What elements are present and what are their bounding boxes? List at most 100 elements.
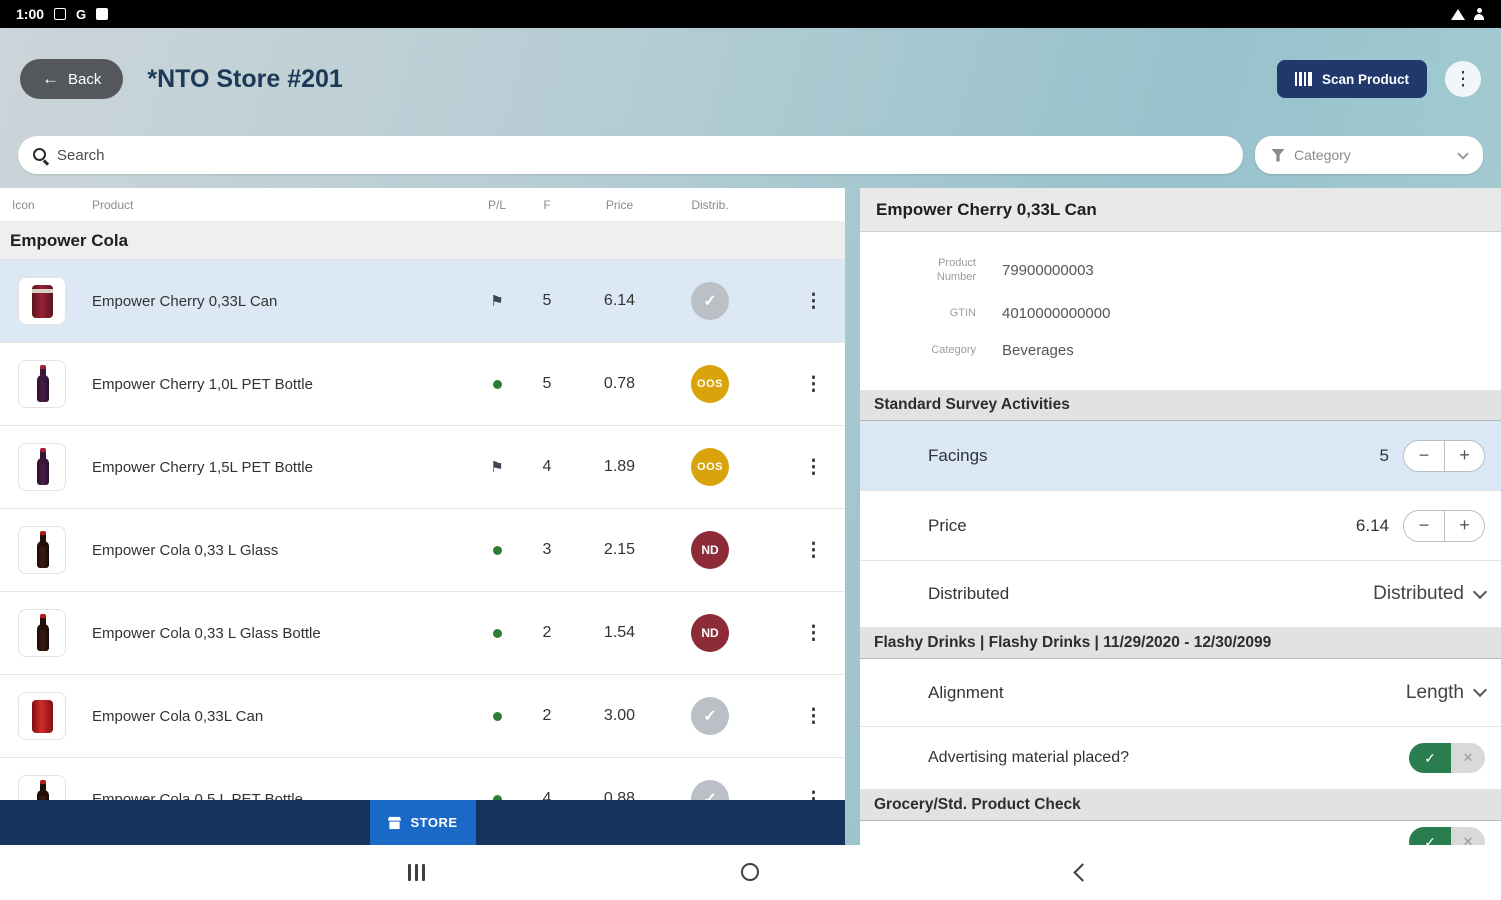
table-row[interactable]: Empower Cherry 1,5L PET Bottle 4 1.89 OO… bbox=[0, 426, 845, 509]
scan-product-button[interactable]: Scan Product bbox=[1276, 60, 1427, 98]
facings-count: 4 bbox=[542, 790, 552, 800]
toggle-yes-icon[interactable]: ✓ bbox=[1409, 743, 1451, 773]
row-menu-button[interactable]: ⋮ bbox=[804, 788, 823, 801]
distribution-badge: OOS bbox=[691, 448, 729, 486]
app-notification-icon bbox=[96, 8, 109, 20]
list-column-headers: Icon Product P/L F Price Distrib. bbox=[0, 188, 845, 222]
row-menu-button[interactable]: ⋮ bbox=[804, 290, 823, 312]
column-header-pl: P/L bbox=[487, 197, 506, 212]
field-label: Product Number bbox=[936, 257, 976, 284]
table-row[interactable]: Empower Cherry 1,0L PET Bottle 5 0.78 OO… bbox=[0, 343, 845, 426]
android-back-button[interactable] bbox=[1073, 863, 1092, 882]
price-value: 6.14 bbox=[603, 292, 636, 309]
section-standard-survey: Standard Survey Activities bbox=[860, 390, 1501, 421]
recent-apps-button[interactable] bbox=[408, 864, 425, 881]
category-filter-label: Category bbox=[1294, 147, 1351, 163]
table-row[interactable]: Empower Cherry 0,33L Can 5 6.14 ✓ ⋮ bbox=[0, 260, 845, 343]
product-detail-panel: Empower Cherry 0,33L Can Product Number … bbox=[860, 188, 1501, 845]
price-value: 0.88 bbox=[603, 790, 636, 800]
detail-fields: Product Number 79900000003 GTIN 40100000… bbox=[860, 232, 1501, 390]
facings-count: 5 bbox=[542, 375, 552, 392]
price-decrement-button[interactable]: − bbox=[1404, 510, 1444, 541]
facings-row[interactable]: Facings 5 − + bbox=[860, 421, 1501, 491]
store-icon bbox=[388, 816, 402, 829]
table-row[interactable]: Empower Cola 0,5 L PET Bottle 4 0.88 ✓ ⋮ bbox=[0, 758, 845, 800]
column-header-distrib: Distrib. bbox=[691, 197, 729, 212]
grocery-toggle[interactable]: ✓ ✕ bbox=[1409, 827, 1485, 845]
row-menu-button[interactable]: ⋮ bbox=[804, 622, 823, 644]
facings-decrement-button[interactable]: − bbox=[1404, 440, 1444, 471]
facings-label: Facings bbox=[928, 445, 988, 465]
column-header-product: Product bbox=[92, 197, 134, 212]
price-value: 3.00 bbox=[603, 707, 636, 724]
product-name: Empower Cola 0,33 L Glass bbox=[92, 541, 279, 559]
clock: 1:00 bbox=[16, 6, 45, 22]
facings-value: 5 bbox=[1379, 445, 1389, 465]
product-list-panel: Icon Product P/L F Price Distrib. Empowe… bbox=[0, 188, 845, 800]
search-box[interactable] bbox=[18, 136, 1243, 174]
table-row[interactable]: Empower Cola 0,33 L Glass 3 2.15 ND ⋮ bbox=[0, 509, 845, 592]
distribution-badge: ✓ bbox=[691, 780, 729, 800]
distributed-selected-value: Distributed bbox=[1373, 583, 1464, 604]
header-overflow-menu-button[interactable]: ⋮ bbox=[1445, 61, 1481, 97]
pl-indicator-icon bbox=[492, 711, 502, 721]
row-menu-button[interactable]: ⋮ bbox=[804, 456, 823, 478]
price-row[interactable]: Price 6.14 − + bbox=[860, 491, 1501, 561]
bottom-tab-bar: STORE bbox=[0, 800, 845, 845]
pl-indicator-icon bbox=[490, 292, 503, 311]
product-name: Empower Cola 0,5 L PET Bottle bbox=[92, 790, 303, 801]
android-nav-bar bbox=[0, 845, 1501, 900]
user-profile-icon bbox=[1473, 7, 1485, 21]
chevron-down-icon bbox=[1472, 584, 1488, 599]
pl-indicator-icon bbox=[492, 379, 502, 389]
distributed-dropdown[interactable]: Distributed bbox=[1373, 583, 1488, 605]
table-row[interactable]: Empower Cola 0,33L Can 2 3.00 ✓ ⋮ bbox=[0, 675, 845, 758]
scan-product-label: Scan Product bbox=[1321, 71, 1409, 87]
row-menu-button[interactable]: ⋮ bbox=[804, 705, 823, 727]
distribution-badge: ✓ bbox=[691, 697, 729, 735]
row-menu-button[interactable]: ⋮ bbox=[804, 373, 823, 395]
field-value: 4010000000000 bbox=[1002, 304, 1111, 322]
detail-title: Empower Cherry 0,33L Can bbox=[860, 188, 1501, 232]
search-icon bbox=[32, 147, 49, 164]
back-button[interactable]: ← Back bbox=[20, 59, 124, 99]
pl-indicator-icon bbox=[492, 545, 502, 555]
chevron-down-icon bbox=[1472, 682, 1488, 698]
facings-increment-button[interactable]: + bbox=[1444, 440, 1484, 471]
facings-stepper: − + bbox=[1403, 439, 1485, 472]
price-value: 1.89 bbox=[603, 458, 636, 475]
toggle-yes-icon[interactable]: ✓ bbox=[1409, 827, 1451, 845]
price-value: 1.54 bbox=[603, 624, 636, 641]
field-value: Beverages bbox=[1002, 341, 1074, 359]
distributed-label: Distributed bbox=[928, 584, 1010, 603]
section-grocery-check: Grocery/Std. Product Check bbox=[860, 790, 1501, 821]
field-category: Category Beverages bbox=[860, 332, 1501, 369]
toggle-no-icon[interactable]: ✕ bbox=[1451, 827, 1485, 845]
price-label: Price bbox=[928, 515, 967, 535]
price-value: 2.15 bbox=[603, 541, 636, 558]
distribution-badge: ND bbox=[691, 614, 729, 652]
section-promo: Flashy Drinks | Flashy Drinks | 11/29/20… bbox=[860, 628, 1501, 659]
product-image bbox=[18, 609, 66, 657]
field-label: Category bbox=[931, 343, 976, 356]
page-title: *NTO Store #201 bbox=[147, 64, 343, 93]
search-input[interactable] bbox=[57, 146, 1229, 164]
field-gtin: GTIN 4010000000000 bbox=[860, 295, 1501, 332]
row-menu-button[interactable]: ⋮ bbox=[804, 539, 823, 561]
store-tab-button[interactable]: STORE bbox=[369, 800, 476, 845]
facings-count: 5 bbox=[542, 292, 552, 309]
price-value: 0.78 bbox=[603, 375, 636, 392]
alignment-dropdown[interactable]: Length bbox=[1406, 682, 1488, 704]
facings-count: 2 bbox=[542, 707, 552, 724]
toggle-no-icon[interactable]: ✕ bbox=[1451, 743, 1485, 773]
product-image bbox=[18, 277, 66, 325]
advertising-toggle[interactable]: ✓ ✕ bbox=[1409, 743, 1485, 773]
distribution-badge: OOS bbox=[691, 365, 729, 403]
price-increment-button[interactable]: + bbox=[1444, 510, 1484, 541]
filter-icon bbox=[1271, 148, 1285, 162]
google-app-icon: G bbox=[76, 6, 87, 22]
home-button[interactable] bbox=[741, 863, 759, 881]
category-filter-button[interactable]: Category bbox=[1255, 136, 1483, 174]
table-row[interactable]: Empower Cola 0,33 L Glass Bottle 2 1.54 … bbox=[0, 592, 845, 675]
alignment-row: Alignment Length bbox=[860, 659, 1501, 727]
